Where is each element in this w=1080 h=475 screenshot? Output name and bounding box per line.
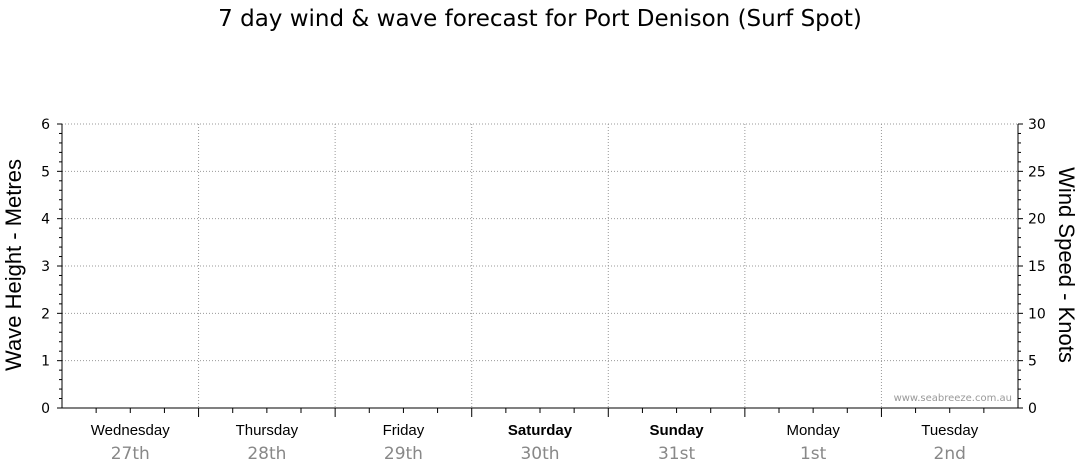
day-name-label: Thursday	[236, 422, 299, 439]
day-date-label: 31st	[658, 444, 695, 464]
right-tick-label: 25	[1028, 164, 1046, 180]
right-tick-label: 0	[1028, 401, 1037, 417]
day-name-label: Friday	[383, 422, 425, 439]
day-date-label: 28th	[247, 444, 286, 464]
day-name-label: Saturday	[508, 422, 573, 439]
day-name-label: Monday	[786, 422, 840, 439]
day-name-label: Wednesday	[91, 422, 170, 439]
right-axis-ticks: 0 5 10 15 20 25 30	[1018, 117, 1046, 417]
day-date-label: 2nd	[934, 444, 966, 464]
day-name-label: Sunday	[649, 422, 704, 439]
day-labels: Wednesday 27th Thursday 28th Friday 29th Satur…	[91, 422, 979, 464]
day-date-label: 29th	[384, 444, 423, 464]
right-tick-label: 20	[1028, 212, 1046, 228]
left-tick-label: 5	[41, 164, 50, 180]
day-name-label: Tuesday	[921, 422, 978, 439]
left-tick-label: 6	[41, 117, 50, 133]
chart-axes	[61, 124, 1019, 417]
day-date-label: 30th	[520, 444, 559, 464]
right-tick-label: 5	[1028, 354, 1037, 370]
right-tick-label: 15	[1028, 259, 1046, 275]
day-date-label: 1st	[800, 444, 827, 464]
left-axis-label: Wave Height - Metres	[1, 159, 26, 371]
left-axis-ticks: 0 1 2 3 4 5 6	[41, 117, 62, 417]
left-tick-label: 2	[41, 306, 50, 322]
chart-title: 7 day wind & wave forecast for Port Deni…	[218, 6, 862, 32]
watermark-text: www.seabreeze.com.au	[894, 393, 1012, 404]
right-axis-label: Wind Speed - Knots	[1054, 167, 1079, 363]
right-tick-label: 10	[1028, 306, 1046, 322]
grid-lines	[62, 123, 1018, 408]
day-date-label: 27th	[111, 444, 150, 464]
left-tick-label: 1	[41, 354, 50, 370]
left-tick-label: 0	[41, 401, 50, 417]
left-tick-label: 4	[41, 212, 50, 228]
left-tick-label: 3	[41, 259, 50, 275]
right-tick-label: 30	[1028, 117, 1046, 133]
